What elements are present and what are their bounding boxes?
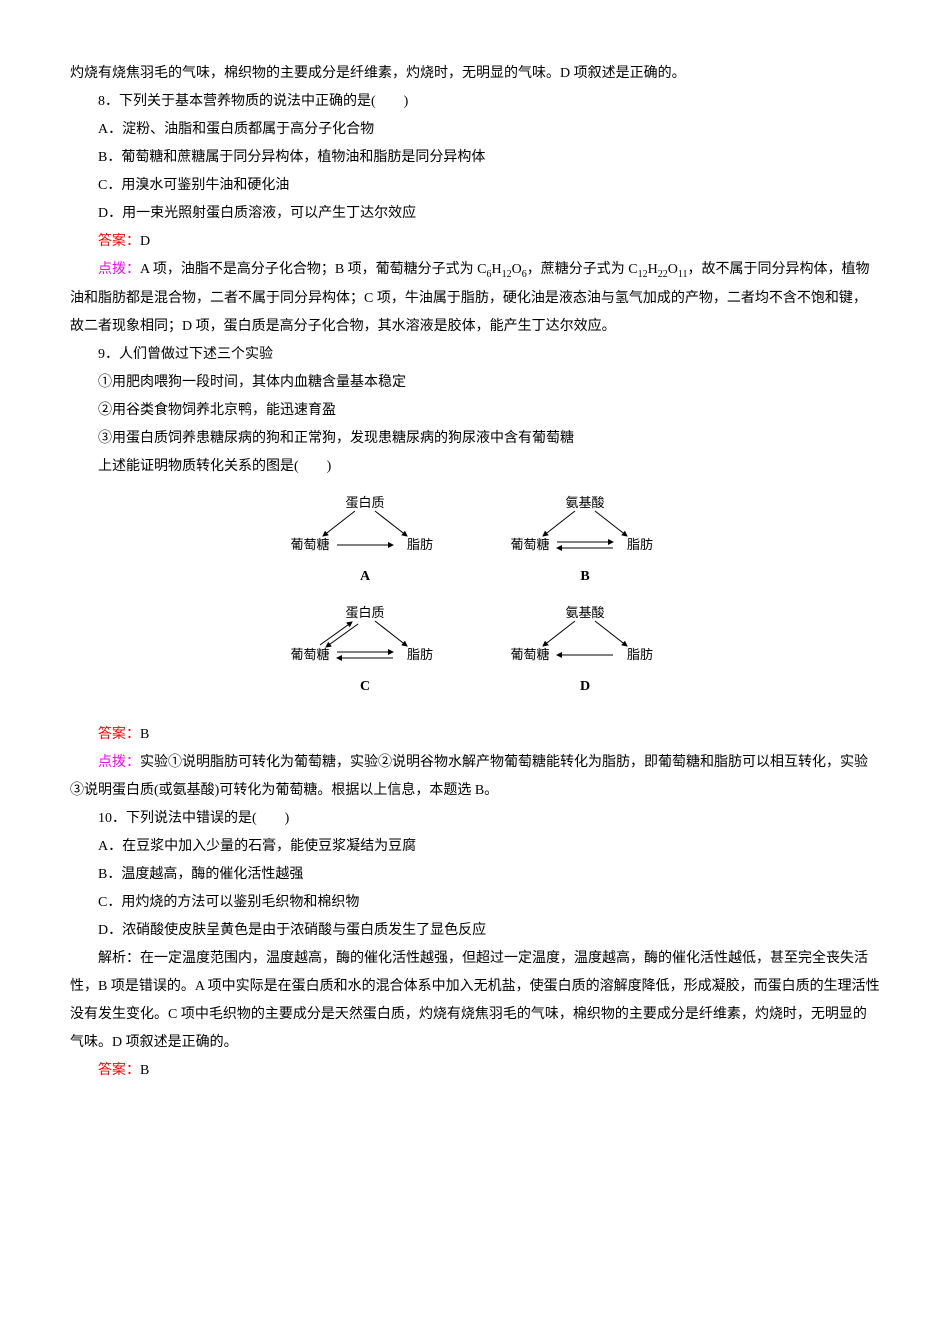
- diagram-c-label: C: [360, 673, 370, 701]
- sub-22: 22: [658, 269, 668, 280]
- hint-text-1e: H: [648, 262, 658, 277]
- q10-stem: 10．下列说法中错误的是( ): [70, 805, 880, 833]
- continuation-paragraph: 灼烧有烧焦羽毛的气味，棉织物的主要成分是纤维素，灼烧时，无明显的气味。D 项叙述…: [70, 60, 880, 88]
- q9-prompt: 上述能证明物质转化关系的图是( ): [70, 453, 880, 481]
- q8-option-a: A．淀粉、油脂和蛋白质都属于高分子化合物: [70, 116, 880, 144]
- diagram-a: 蛋白质 葡萄糖 脂肪 A: [265, 491, 465, 591]
- arrow-protein-fat: [375, 511, 407, 536]
- diagram-a-protein: 蛋白质: [345, 495, 384, 510]
- answer-label-9: 答案：: [98, 727, 140, 742]
- diagram-b-amino: 氨基酸: [565, 495, 604, 510]
- diagram-a-label: A: [360, 563, 370, 591]
- q9-exp3: ③用蛋白质饲养患糖尿病的狗和正常狗，发现患糖尿病的狗尿液中含有葡萄糖: [70, 425, 880, 453]
- q10-analysis: 解析：在一定温度范围内，温度越高，酶的催化活性越强，但超过一定温度，温度越高，酶…: [70, 945, 880, 1057]
- diagram-d-svg: 氨基酸 葡萄糖 脂肪: [495, 601, 675, 671]
- answer-value-10: B: [140, 1063, 149, 1078]
- diagram-d: 氨基酸 葡萄糖 脂肪 D: [485, 601, 685, 701]
- diagram-b-label: B: [580, 563, 589, 591]
- q9-exp2: ②用谷类食物饲养北京鸭，能迅速育盈: [70, 397, 880, 425]
- answer-value: D: [140, 234, 150, 249]
- q10-option-d: D．浓硝酸使皮肤呈黄色是由于浓硝酸与蛋白质发生了显色反应: [70, 917, 880, 945]
- hint-text-1b: H: [492, 262, 502, 277]
- diagram-b-fat: 脂肪: [627, 537, 653, 552]
- diagram-row-1: 蛋白质 葡萄糖 脂肪 A 氨基酸 葡萄糖 脂肪: [255, 491, 695, 591]
- q9-diagram: 蛋白质 葡萄糖 脂肪 A 氨基酸 葡萄糖 脂肪: [255, 491, 695, 711]
- diagram-d-glucose: 葡萄糖: [510, 647, 549, 662]
- hint-label-9: 点拨：: [98, 755, 140, 770]
- diagram-a-fat: 脂肪: [407, 537, 433, 552]
- arrow-amino-fat: [595, 511, 627, 536]
- sub-12: 12: [502, 269, 512, 280]
- diagram-c: 蛋白质 葡萄糖 脂肪 C: [265, 601, 465, 701]
- diagram-c-fat: 脂肪: [407, 647, 433, 662]
- q10-answer: 答案：B: [70, 1057, 880, 1085]
- answer-label-10: 答案：: [98, 1063, 140, 1078]
- diagram-a-svg: 蛋白质 葡萄糖 脂肪: [275, 491, 455, 561]
- sub-11: 11: [678, 269, 688, 280]
- q9-hint: 点拨：实验①说明脂肪可转化为葡萄糖，实验②说明谷物水解产物葡萄糖能转化为脂肪，即…: [70, 749, 880, 805]
- q10-option-c: C．用灼烧的方法可以鉴别毛织物和棉织物: [70, 889, 880, 917]
- q8-option-c: C．用溴水可鉴别牛油和硬化油: [70, 172, 880, 200]
- arrow-amino-fat-d: [595, 621, 627, 646]
- hint-text-1c: O: [512, 262, 522, 277]
- hint-label: 点拨：: [98, 262, 140, 277]
- diagram-b: 氨基酸 葡萄糖 脂肪 B: [485, 491, 685, 591]
- arrow-glucose-protein-c1: [320, 622, 352, 645]
- diagram-d-fat: 脂肪: [627, 647, 653, 662]
- hint-text-9: 实验①说明脂肪可转化为葡萄糖，实验②说明谷物水解产物葡萄糖能转化为脂肪，即葡萄糖…: [70, 755, 868, 798]
- diagram-d-amino: 氨基酸: [565, 605, 604, 620]
- arrow-amino-glucose-d: [543, 621, 575, 646]
- diagram-a-glucose: 葡萄糖: [290, 537, 329, 552]
- diagram-d-label: D: [580, 673, 590, 701]
- answer-value-9: B: [140, 727, 149, 742]
- q8-hint: 点拨：A 项，油脂不是高分子化合物；B 项，葡萄糖分子式为 C6H12O6，蔗糖…: [70, 256, 880, 341]
- q8-option-d: D．用一束光照射蛋白质溶液，可以产生丁达尔效应: [70, 200, 880, 228]
- arrow-protein-glucose-c1: [326, 624, 358, 647]
- q10-option-a: A．在豆浆中加入少量的石膏，能使豆浆凝结为豆腐: [70, 833, 880, 861]
- arrow-protein-fat-c: [375, 621, 407, 646]
- diagram-row-2: 蛋白质 葡萄糖 脂肪 C 氨基酸 葡萄糖 脂肪: [255, 601, 695, 701]
- q8-answer: 答案：D: [70, 228, 880, 256]
- sub-12b: 12: [638, 269, 648, 280]
- diagram-c-svg: 蛋白质 葡萄糖 脂肪: [275, 601, 455, 671]
- diagram-c-protein: 蛋白质: [345, 605, 384, 620]
- hint-text-1f: O: [668, 262, 678, 277]
- answer-label: 答案：: [98, 234, 140, 249]
- q10-option-b: B．温度越高，酶的催化活性越强: [70, 861, 880, 889]
- q9-exp1: ①用肥肉喂狗一段时间，其体内血糖含量基本稳定: [70, 369, 880, 397]
- arrow-amino-glucose: [543, 511, 575, 536]
- hint-text-1: A 项，油脂不是高分子化合物；B 项，葡萄糖分子式为 C: [140, 262, 487, 277]
- q9-answer: 答案：B: [70, 721, 880, 749]
- q8-stem: 8．下列关于基本营养物质的说法中正确的是( ): [70, 88, 880, 116]
- diagram-b-svg: 氨基酸 葡萄糖 脂肪: [495, 491, 675, 561]
- q8-option-b: B．葡萄糖和蔗糖属于同分异构体，植物油和脂肪是同分异构体: [70, 144, 880, 172]
- hint-text-1d: ，蔗糖分子式为 C: [527, 262, 638, 277]
- diagram-c-glucose: 葡萄糖: [290, 647, 329, 662]
- diagram-b-glucose: 葡萄糖: [510, 537, 549, 552]
- arrow-protein-glucose: [323, 511, 355, 536]
- q9-stem: 9．人们曾做过下述三个实验: [70, 341, 880, 369]
